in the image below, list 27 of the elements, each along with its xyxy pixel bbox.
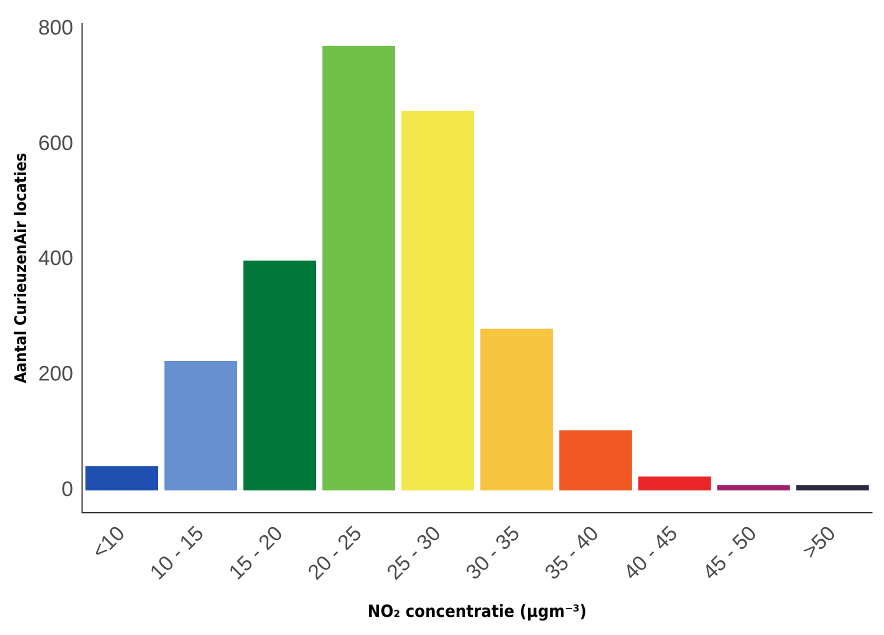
x-tick-label: >50	[798, 522, 840, 564]
y-tick-label: 600	[38, 132, 74, 155]
bar	[85, 466, 158, 490]
bar	[638, 476, 711, 490]
x-tick-label: 30 - 35	[462, 522, 524, 584]
bar	[559, 430, 632, 490]
y-tick-label: 800	[38, 16, 74, 40]
y-tick-label: 0	[62, 478, 74, 502]
x-tick-label: <10	[88, 522, 130, 564]
x-tick-label: 10 - 15	[146, 522, 208, 584]
y-axis-title: Aantal CurieuzenAir locaties	[10, 152, 30, 384]
x-tick-label: 15 - 20	[224, 522, 288, 584]
x-tick-label: 45 - 50	[698, 522, 762, 584]
bar	[796, 485, 869, 490]
bar	[243, 260, 316, 490]
x-tick-label: 20 - 25	[304, 522, 366, 584]
x-axis-title: NO₂ concentratie (µgm⁻³)	[368, 602, 587, 622]
x-tick-label: 25 - 30	[382, 522, 446, 584]
bar	[717, 485, 790, 490]
y-tick-label: 400	[38, 247, 74, 270]
x-tick-label: 35 - 40	[540, 522, 604, 584]
bar	[322, 46, 395, 490]
x-tick-label: 40 - 45	[620, 522, 682, 584]
bar	[164, 361, 238, 490]
bar	[401, 111, 474, 490]
y-tick-label: 200	[38, 362, 74, 386]
bar	[480, 328, 553, 490]
